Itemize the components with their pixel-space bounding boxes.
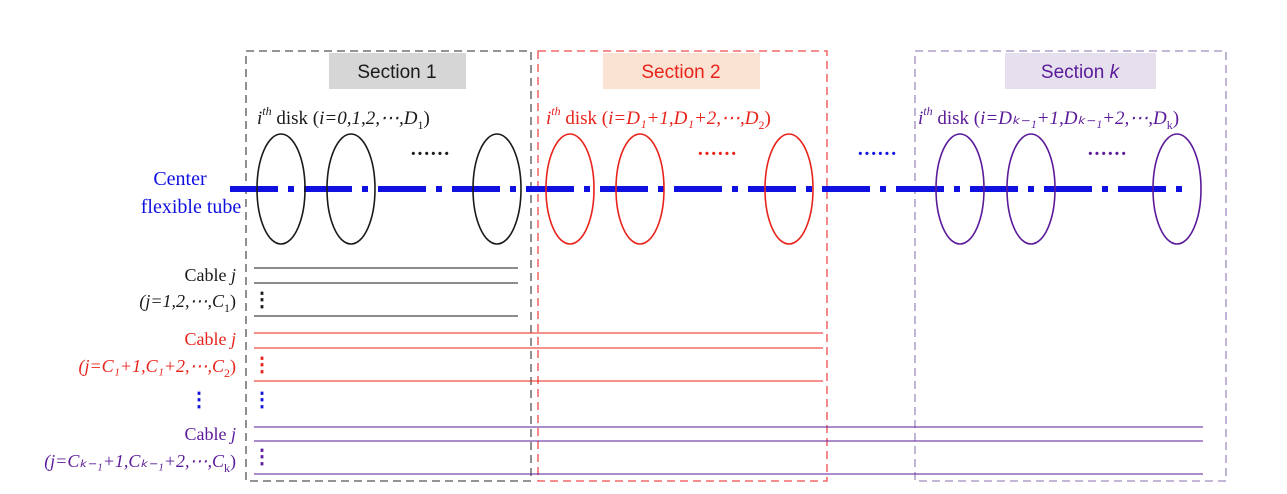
section-1-box <box>245 50 532 482</box>
section-k-title-bg <box>1005 53 1156 89</box>
disk-s2-2 <box>615 133 665 245</box>
section-k-title-text: Section <box>1041 62 1110 83</box>
disk-sk-3 <box>1152 133 1202 245</box>
cable-groups-vdots-right: ⋮ <box>252 389 272 411</box>
tube-label-line2: flexible tube <box>141 196 242 218</box>
cable-2-label-line1: Cable j <box>184 329 236 349</box>
section-1-disk-label: ith disk (i=0,1,2,⋯,D1) <box>257 104 430 132</box>
disk-ellipsis-s2: ······ <box>697 143 737 165</box>
section-2-disk-label: ith disk (i=D₁+1,D₁+2,⋯,D2) <box>546 104 771 132</box>
section-k-disk-label: ith disk (i=Dₖ₋₁+1,Dₖ₋₁+2,⋯,Dk) <box>918 104 1179 132</box>
section-2-box <box>537 50 828 482</box>
cable-k-label-line2: (j=Cₖ₋₁+1,Cₖ₋₁+2,⋯,Ck) <box>44 451 236 475</box>
section-2-title: Section 2 <box>641 62 720 83</box>
section-1-title-bg <box>329 53 466 89</box>
disk-sk-2 <box>1006 133 1056 245</box>
disk-s1-1 <box>256 133 306 245</box>
section-2-title-bg <box>603 53 760 89</box>
disk-s2-3 <box>764 133 814 245</box>
disk-ellipsis-s1: ······ <box>410 143 450 165</box>
disk-ellipsis-sk: ······ <box>1087 143 1127 165</box>
cable-1-label-line2: (j=1,2,⋯,C1) <box>139 291 236 315</box>
section-k-box <box>914 50 1227 482</box>
section-k-title-k: k <box>1110 62 1121 83</box>
disk-s1-2 <box>326 133 376 245</box>
disk-s1-3 <box>472 133 522 245</box>
disk-ellipsis-between: ······ <box>857 143 897 165</box>
cable-1-label-line1: Cable j <box>184 265 236 285</box>
cable-2-vdots: ⋮ <box>252 354 272 376</box>
disk-sk-1 <box>935 133 985 245</box>
section-1-title: Section 1 <box>357 62 436 83</box>
cable-1-vdots: ⋮ <box>252 289 272 311</box>
cable-groups-vdots-left: ⋮ <box>189 389 209 411</box>
section-k-title: Section k <box>1041 62 1121 83</box>
cable-k-label-line1: Cable j <box>184 424 236 444</box>
tube-label-line1: Center <box>153 168 207 190</box>
cable-k-vdots: ⋮ <box>252 446 272 468</box>
disk-s2-1 <box>545 133 595 245</box>
cable-2-label-line2: (j=C₁+1,C₁+2,⋯,C2) <box>79 356 236 380</box>
